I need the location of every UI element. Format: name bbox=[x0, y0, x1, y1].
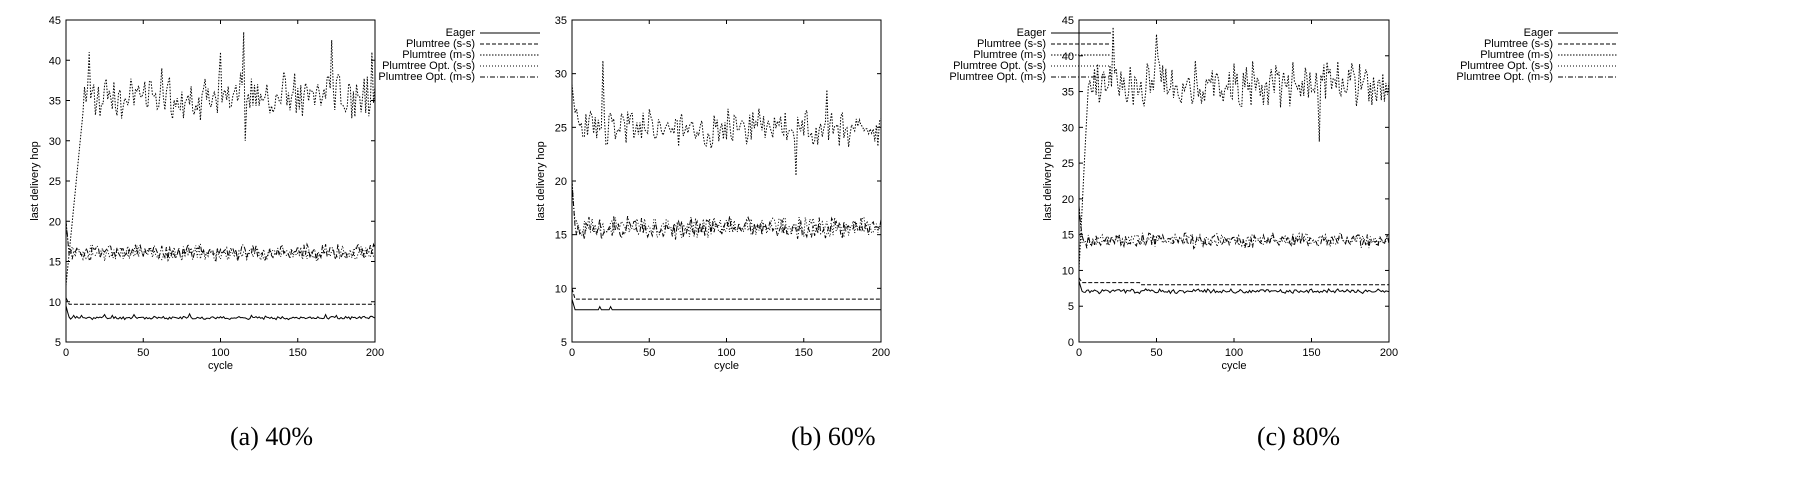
x-axis-label: cycle bbox=[1221, 360, 1246, 372]
y-tick-label: 30 bbox=[1062, 122, 1074, 134]
series-line-3 bbox=[572, 180, 881, 239]
y-tick-label: 15 bbox=[49, 257, 61, 269]
legend-label: Plumtree (s-s) bbox=[406, 38, 475, 50]
y-tick-label: 0 bbox=[1068, 337, 1074, 349]
series-line-1 bbox=[572, 288, 881, 300]
plot-frame bbox=[571, 19, 882, 343]
x-axis-label: cycle bbox=[714, 360, 739, 372]
legend-label: Eager bbox=[446, 27, 476, 39]
y-axis-label: last delivery hop bbox=[1042, 141, 1054, 221]
legend-label: Plumtree (m-s) bbox=[402, 49, 475, 61]
y-tick-label: 10 bbox=[49, 297, 61, 309]
y-tick-label: 25 bbox=[1062, 158, 1074, 170]
legend-label: Plumtree Opt. (m-s) bbox=[1456, 71, 1553, 83]
legend-label: Plumtree (s-s) bbox=[977, 38, 1046, 50]
chart-caption: (c) 80% bbox=[1257, 422, 1341, 451]
y-tick-label: 30 bbox=[49, 136, 61, 148]
legend-label: Plumtree Opt. (m-s) bbox=[949, 71, 1046, 83]
legend-label: Plumtree Opt. (s-s) bbox=[1460, 60, 1553, 72]
series-line-1 bbox=[66, 297, 375, 305]
series-line-2 bbox=[572, 60, 881, 176]
x-tick-label: 100 bbox=[211, 347, 229, 359]
legend-label: Plumtree (s-s) bbox=[1484, 38, 1553, 50]
y-tick-label: 40 bbox=[1062, 51, 1074, 63]
y-tick-label: 45 bbox=[49, 15, 61, 27]
y-tick-label: 5 bbox=[1068, 301, 1074, 313]
legend-label: Plumtree Opt. (m-s) bbox=[378, 71, 475, 83]
x-tick-label: 0 bbox=[63, 347, 69, 359]
x-tick-label: 50 bbox=[137, 347, 149, 359]
x-tick-label: 0 bbox=[569, 347, 575, 359]
y-tick-label: 25 bbox=[49, 176, 61, 188]
y-tick-label: 5 bbox=[55, 337, 61, 349]
y-tick-label: 35 bbox=[555, 15, 567, 27]
y-tick-label: 25 bbox=[555, 122, 567, 134]
legend-label: Plumtree (m-s) bbox=[973, 49, 1046, 61]
y-axis-label: last delivery hop bbox=[535, 141, 547, 221]
series-line-0 bbox=[66, 305, 375, 321]
legend-label: Plumtree Opt. (s-s) bbox=[382, 60, 475, 72]
y-tick-label: 40 bbox=[49, 55, 61, 67]
y-tick-label: 45 bbox=[1062, 15, 1074, 27]
y-tick-label: 10 bbox=[555, 283, 567, 295]
y-tick-label: 5 bbox=[561, 337, 567, 349]
chart-caption: (a) 40% bbox=[230, 422, 314, 451]
x-tick-label: 0 bbox=[1076, 347, 1082, 359]
x-tick-label: 200 bbox=[1380, 347, 1398, 359]
y-tick-label: 10 bbox=[1062, 265, 1074, 277]
series-line-1 bbox=[1079, 277, 1389, 286]
y-tick-label: 15 bbox=[1062, 230, 1074, 242]
y-tick-label: 35 bbox=[49, 96, 61, 108]
x-tick-label: 50 bbox=[1150, 347, 1162, 359]
legend-label: Plumtree (m-s) bbox=[1480, 49, 1553, 61]
series-line-4 bbox=[1079, 205, 1389, 250]
x-tick-label: 150 bbox=[289, 347, 307, 359]
y-tick-label: 30 bbox=[555, 69, 567, 81]
legend-label: Eager bbox=[1524, 27, 1554, 39]
x-tick-label: 150 bbox=[795, 347, 813, 359]
series-line-0 bbox=[1079, 281, 1389, 295]
series-line-2 bbox=[1079, 27, 1389, 271]
legend-label: Plumtree Opt. (s-s) bbox=[953, 60, 1046, 72]
x-tick-label: 50 bbox=[643, 347, 655, 359]
y-tick-label: 20 bbox=[1062, 194, 1074, 206]
line-chart-80: 0 5 10 15 20 25 30 35 40 45 0 50 100 150 200 cycle last … bbox=[1042, 15, 1618, 372]
x-tick-label: 200 bbox=[872, 347, 890, 359]
y-tick-label: 35 bbox=[1062, 87, 1074, 99]
y-axis-label: last delivery hop bbox=[29, 141, 41, 221]
series-line-2 bbox=[66, 32, 375, 286]
chart-caption: (b) 60% bbox=[791, 422, 876, 451]
x-axis-label: cycle bbox=[208, 360, 233, 372]
series-line-4 bbox=[572, 180, 881, 240]
y-tick-label: 20 bbox=[49, 216, 61, 228]
y-tick-label: 20 bbox=[555, 176, 567, 188]
line-chart-40: 5 10 15 20 25 30 35 40 45 0 50 100 150 200 cycle last d… bbox=[29, 15, 540, 372]
series-line-4 bbox=[66, 221, 375, 262]
series-line-3 bbox=[1079, 205, 1389, 249]
series-line-0 bbox=[572, 298, 881, 311]
legend-label: Eager bbox=[1017, 27, 1047, 39]
x-tick-label: 100 bbox=[1225, 347, 1243, 359]
x-tick-label: 200 bbox=[366, 347, 384, 359]
x-tick-label: 150 bbox=[1302, 347, 1320, 359]
x-tick-label: 100 bbox=[717, 347, 735, 359]
y-tick-label: 15 bbox=[555, 230, 567, 242]
